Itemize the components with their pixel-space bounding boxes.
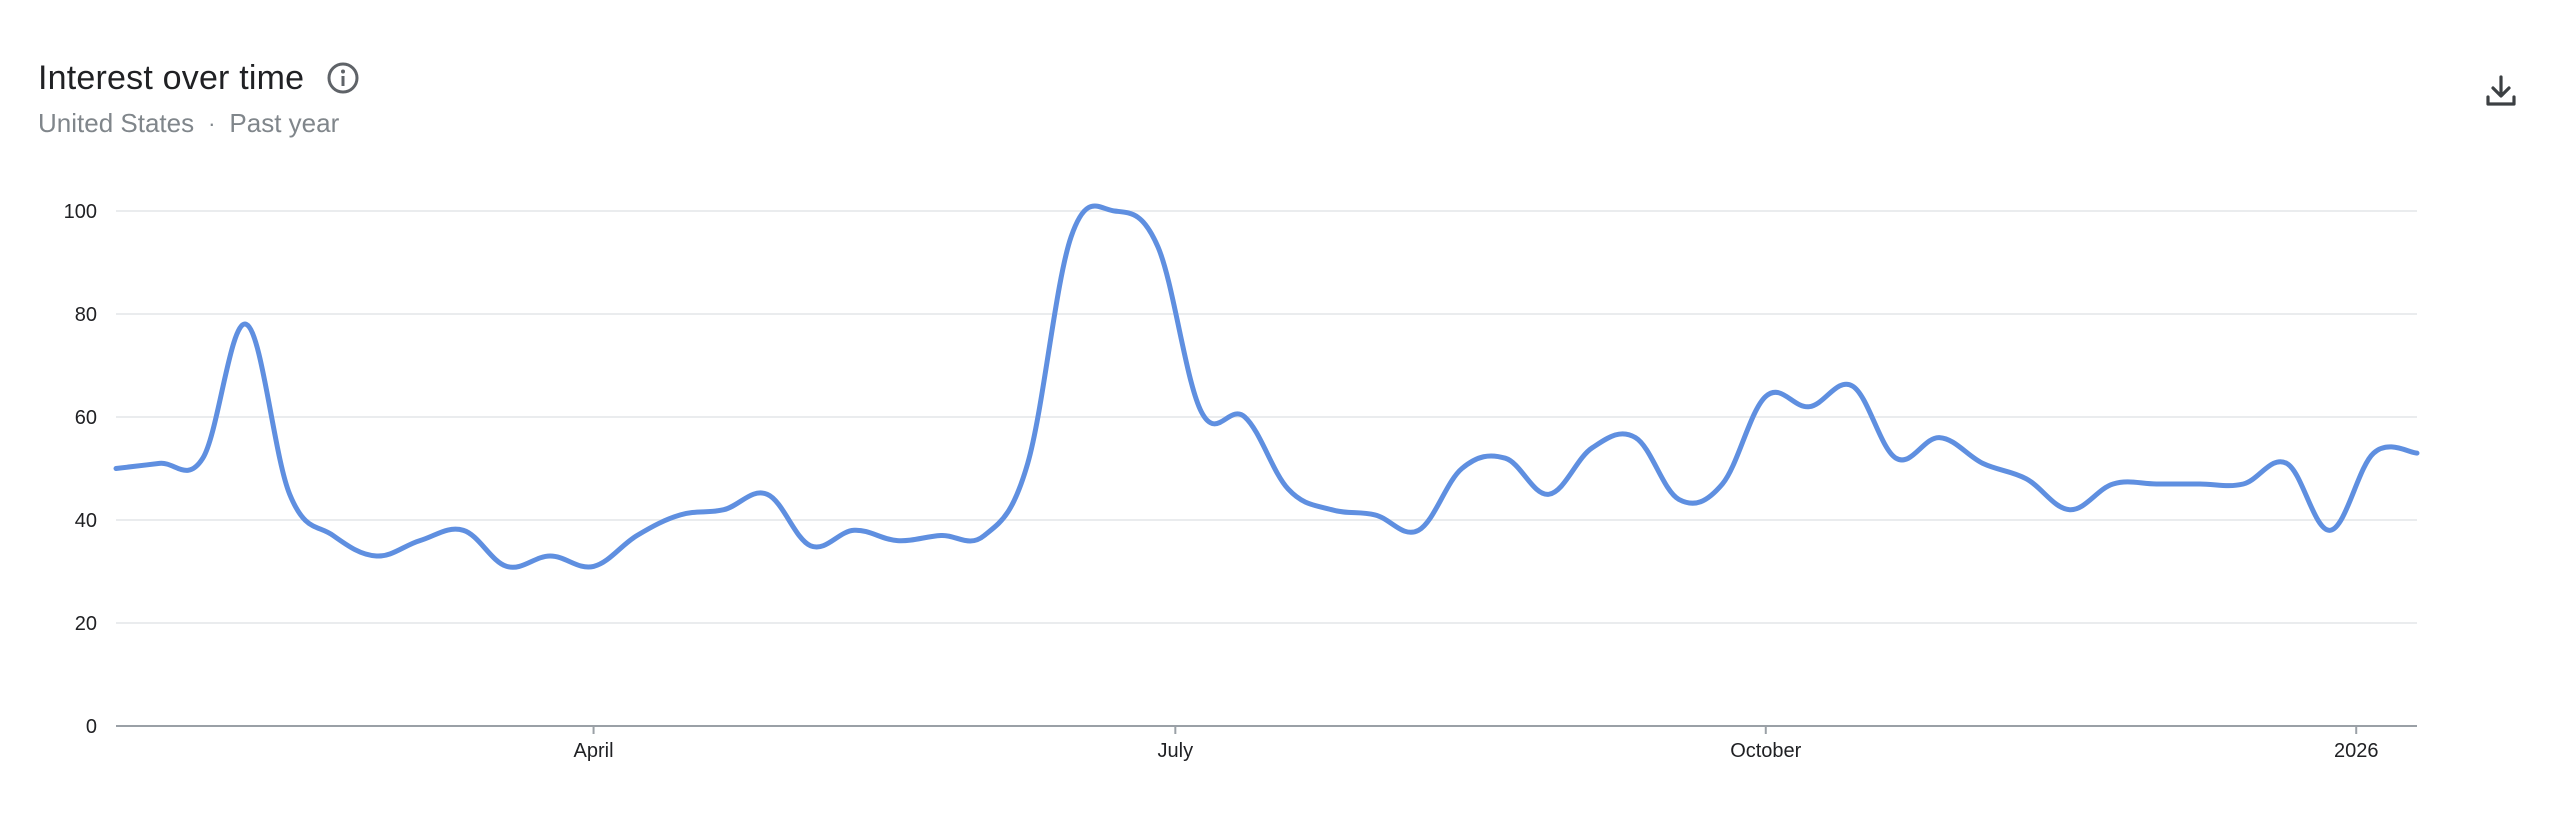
data-point[interactable] — [714, 500, 734, 520]
data-point[interactable] — [540, 546, 560, 566]
data-point[interactable] — [2233, 474, 2253, 494]
data-point[interactable] — [1582, 438, 1602, 458]
data-point[interactable] — [2147, 474, 2167, 494]
data-point[interactable] — [1191, 402, 1211, 422]
y-tick-label: 0 — [86, 716, 97, 738]
x-tick-label: April — [574, 740, 614, 762]
data-point[interactable] — [366, 546, 386, 566]
data-point[interactable] — [584, 556, 604, 576]
separator-dot: · — [208, 110, 216, 136]
data-point[interactable] — [280, 484, 300, 504]
data-point[interactable] — [1278, 479, 1298, 499]
info-icon — [327, 62, 359, 94]
period-label[interactable]: Past year — [229, 108, 340, 138]
data-point[interactable] — [931, 525, 951, 545]
data-point[interactable] — [1799, 397, 1819, 417]
chart-header: Interest over time United States · Past … — [38, 52, 360, 139]
x-tick-label: 2026 — [2334, 740, 2379, 762]
data-point[interactable] — [1408, 520, 1428, 540]
info-button[interactable] — [326, 61, 360, 95]
data-point[interactable] — [887, 531, 907, 551]
download-button[interactable] — [2480, 70, 2522, 112]
data-point[interactable] — [1843, 376, 1863, 396]
data-point[interactable] — [670, 505, 690, 525]
data-point[interactable] — [1539, 484, 1559, 504]
data-point[interactable] — [1712, 474, 1732, 494]
data-point[interactable] — [1365, 505, 1385, 525]
data-point[interactable] — [497, 556, 517, 576]
data-point[interactable] — [2320, 520, 2340, 540]
data-point[interactable] — [149, 453, 169, 473]
data-point[interactable] — [193, 448, 213, 468]
data-point[interactable] — [1105, 201, 1125, 221]
gridlines — [116, 210, 2417, 727]
data-point[interactable] — [844, 520, 864, 540]
data-point[interactable] — [1929, 428, 1949, 448]
y-tick-label: 80 — [75, 304, 97, 326]
data-point[interactable] — [1322, 500, 1342, 520]
chart-subtitle: United States · Past year — [38, 108, 360, 139]
data-point[interactable] — [1495, 448, 1515, 468]
series-layer — [106, 201, 2427, 576]
data-point[interactable] — [2060, 500, 2080, 520]
y-axis: 0 20 40 60 80 100 — [64, 201, 97, 738]
y-tick-label: 20 — [75, 613, 97, 635]
data-point[interactable] — [236, 314, 256, 334]
data-point[interactable] — [453, 520, 473, 540]
data-point[interactable] — [1669, 489, 1689, 509]
x-tick-label: July — [1158, 740, 1194, 762]
data-point[interactable] — [1148, 237, 1168, 257]
data-point[interactable] — [2364, 443, 2384, 463]
data-point[interactable] — [627, 525, 647, 545]
data-point[interactable] — [323, 525, 343, 545]
y-tick-label: 60 — [75, 407, 97, 429]
series-line[interactable] — [113, 203, 2420, 570]
data-point[interactable] — [410, 531, 430, 551]
data-point[interactable] — [1756, 386, 1776, 406]
download-icon — [2486, 75, 2516, 106]
data-point[interactable] — [2016, 469, 2036, 489]
data-point[interactable] — [1886, 448, 1906, 468]
data-point[interactable] — [757, 484, 777, 504]
data-point[interactable] — [1061, 227, 1081, 247]
region-label[interactable]: United States — [38, 108, 195, 138]
data-point[interactable] — [2407, 443, 2427, 463]
data-point[interactable] — [1452, 459, 1472, 479]
x-axis: April July October 2026 — [574, 726, 2379, 762]
data-point[interactable] — [1235, 407, 1255, 427]
y-tick-label: 40 — [75, 510, 97, 532]
data-point[interactable] — [974, 525, 994, 545]
data-point[interactable] — [2190, 474, 2210, 494]
data-point[interactable] — [1018, 453, 1038, 473]
data-point[interactable] — [801, 536, 821, 556]
chart-title: Interest over time — [38, 58, 305, 97]
data-point[interactable] — [1626, 428, 1646, 448]
data-point[interactable] — [2103, 474, 2123, 494]
y-tick-label: 100 — [64, 201, 97, 223]
x-tick-label: October — [1730, 740, 1801, 762]
data-point[interactable] — [2277, 453, 2297, 473]
data-point[interactable] — [1973, 453, 1993, 473]
title-row: Interest over time — [38, 52, 360, 104]
data-point[interactable] — [106, 459, 126, 479]
